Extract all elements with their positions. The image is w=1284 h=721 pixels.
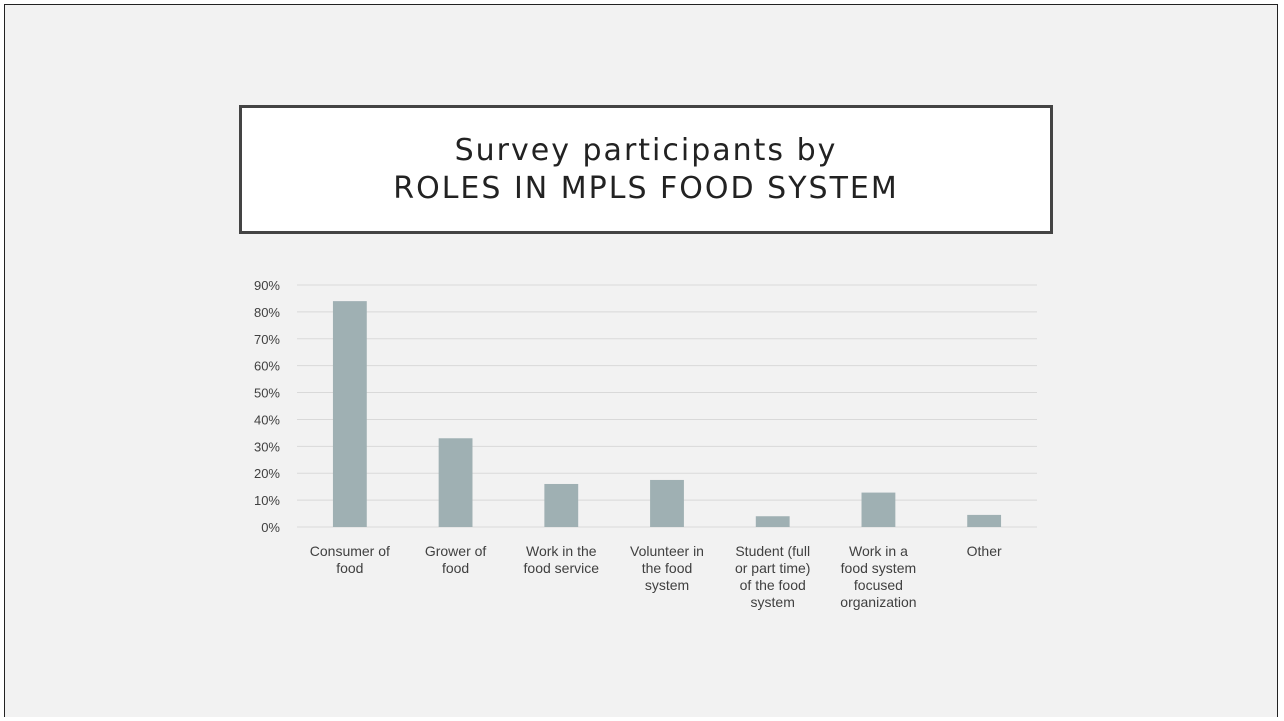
- x-category-label: Work in a food system focused organization: [840, 543, 916, 610]
- y-tick-label: 40%: [254, 412, 280, 427]
- bar: [755, 516, 790, 527]
- x-category-label: Work in the food service: [524, 543, 600, 576]
- x-category-label: Student (full or part time) of the food sys…: [735, 543, 810, 610]
- bar: [544, 483, 579, 527]
- x-axis-labels: Consumer of food Grower of food Work in the f…: [310, 543, 1002, 610]
- y-tick-label: 10%: [254, 493, 280, 508]
- y-tick-label: 0%: [261, 520, 280, 535]
- title-line-2: ROLES IN MPLS FOOD SYSTEM: [393, 170, 899, 206]
- slide: Survey participants by ROLES IN MPLS FOO…: [4, 4, 1278, 717]
- bar: [650, 479, 684, 527]
- y-tick-label: 30%: [254, 439, 280, 454]
- bars: [332, 301, 1002, 527]
- y-tick-label: 80%: [254, 305, 280, 320]
- title-line-1: Survey participants by: [454, 132, 838, 168]
- y-tick-label: 70%: [254, 332, 280, 347]
- bar: [438, 438, 473, 527]
- x-category-label: Volunteer in the food system: [630, 543, 704, 593]
- y-axis-ticks: 0% 10% 20% 30% 40% 50% 60% 70% 80% 90%: [254, 278, 280, 535]
- title-box: Survey participants by ROLES IN MPLS FOO…: [239, 105, 1053, 234]
- y-tick-label: 50%: [254, 386, 280, 401]
- x-category-label: Other: [967, 543, 1002, 559]
- x-category-label: Grower of food: [425, 543, 487, 576]
- bar: [861, 492, 896, 527]
- y-tick-label: 90%: [254, 278, 280, 293]
- bar: [332, 301, 367, 527]
- x-category-label: Consumer of food: [310, 543, 390, 576]
- y-tick-label: 60%: [254, 359, 280, 374]
- bar: [967, 514, 1002, 527]
- y-tick-label: 20%: [254, 466, 280, 481]
